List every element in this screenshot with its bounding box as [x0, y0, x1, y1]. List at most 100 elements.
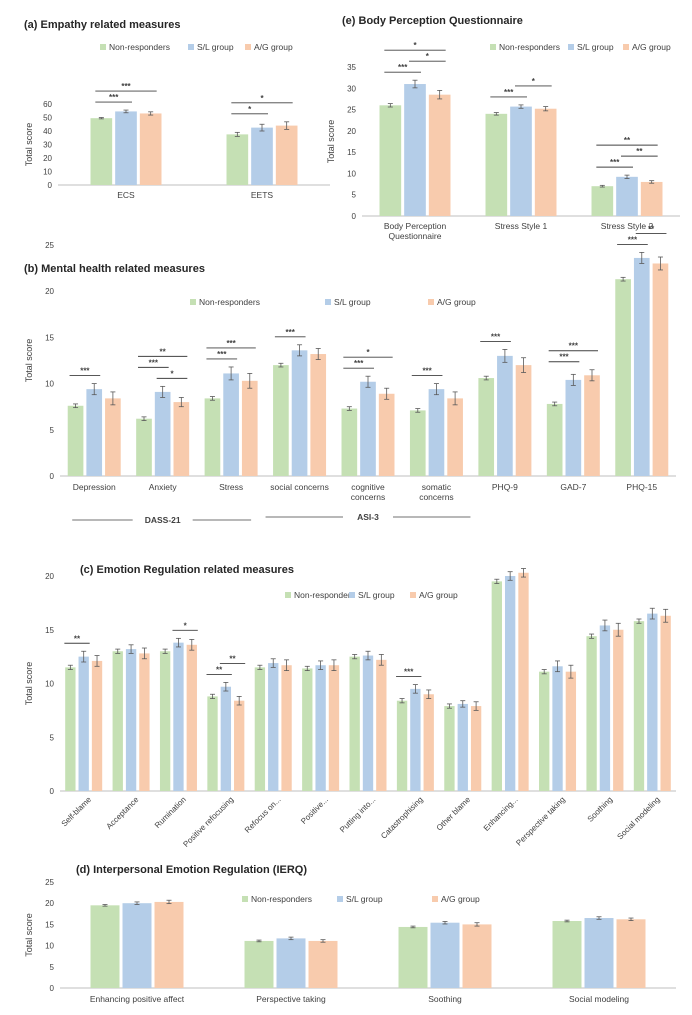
bar	[462, 924, 492, 988]
label-line: Body Perception	[384, 221, 447, 231]
legend-label: Non-responders	[499, 42, 560, 52]
bar	[660, 615, 671, 791]
bar	[112, 651, 123, 791]
bar	[396, 700, 408, 791]
chart-c: (c) Emotion Regulation related measures T…	[24, 564, 676, 849]
x-tick-label: ECS	[117, 190, 135, 200]
x-tick-label: Body Perception Questionnaire	[384, 221, 447, 241]
x-tick-label: PHQ-15	[626, 482, 657, 492]
bar	[139, 113, 162, 185]
x-tick-label: Enhancing positive affect	[90, 994, 185, 1004]
bar	[244, 940, 274, 988]
bar	[159, 651, 171, 791]
bar	[281, 665, 292, 791]
y-tick-label: 40	[43, 127, 52, 136]
bar	[186, 644, 197, 791]
legend-swatch	[285, 592, 291, 598]
y-tick-label: 25	[45, 241, 54, 250]
x-tick-label: Stress Style 2	[601, 221, 654, 231]
chart-title: (c) Emotion Regulation related measures	[80, 564, 294, 576]
x-tick-label: PHQ-9	[492, 482, 518, 492]
bar	[565, 379, 582, 476]
bar	[173, 642, 184, 791]
significance-label: **	[636, 147, 643, 156]
x-tick-label: Putting into...	[338, 795, 377, 834]
x-tick-label: Perspective taking	[514, 795, 567, 848]
chart-title: (a) Empathy related measures	[24, 19, 181, 31]
legend-label: Non-responders	[251, 894, 312, 904]
significance-label: ***	[226, 339, 236, 348]
y-tick-label: 15	[45, 626, 54, 635]
legend-swatch	[410, 592, 416, 598]
bar	[115, 111, 137, 185]
bar	[360, 381, 376, 476]
bar	[308, 940, 338, 988]
group-label: ASI-3	[357, 512, 379, 522]
legend-label: S/L group	[334, 297, 371, 307]
y-tick-label: 50	[43, 114, 52, 123]
legend-label: Non-responders	[109, 42, 170, 52]
significance-label: **	[229, 654, 236, 663]
x-tick-label: Positive...	[299, 795, 330, 826]
y-tick-label: 10	[45, 380, 54, 389]
bar	[518, 572, 529, 791]
y-tick-label: 10	[43, 168, 52, 177]
legend-swatch	[490, 44, 496, 50]
y-tick-label: 20	[45, 899, 54, 908]
y-tick-label: 0	[50, 984, 55, 993]
y-axis-label: Total score	[24, 123, 34, 167]
x-tick-label: Other blame	[435, 795, 473, 833]
chart-title: (e) Body Perception Questionnaire	[342, 15, 523, 27]
bar	[428, 94, 451, 216]
bar	[90, 118, 113, 185]
chart-a: (a) Empathy related measures Total score 0…	[24, 19, 330, 200]
y-tick-label: 10	[45, 942, 54, 951]
y-tick-label: 5	[352, 191, 357, 200]
bar	[616, 176, 638, 216]
bar	[457, 703, 468, 791]
bar	[315, 665, 326, 791]
significance-label: ***	[286, 328, 296, 337]
y-tick-label: 20	[347, 127, 356, 136]
bar	[615, 279, 631, 476]
significance-label: ***	[398, 63, 408, 72]
y-tick-label: 15	[347, 148, 356, 157]
x-tick-label: Perspective taking	[256, 994, 326, 1004]
chart-title: (d) Interpersonal Emotion Regulation (IE…	[76, 864, 307, 876]
legend-swatch	[337, 896, 343, 902]
x-tick-label: Soothing	[428, 994, 462, 1004]
bar	[67, 405, 84, 476]
chart-e: (e) Body Perception Questionnaire Total s…	[326, 15, 680, 241]
legend-swatch	[568, 44, 574, 50]
significance-label: *	[184, 621, 188, 630]
x-tick-label: Social modeling	[615, 795, 661, 841]
bar	[251, 127, 273, 185]
bar	[647, 613, 658, 791]
bar	[362, 655, 374, 791]
x-tick-label: Anxiety	[149, 482, 178, 492]
legend-label: Non-responders	[294, 590, 355, 600]
legend-swatch	[188, 44, 194, 50]
legend-swatch	[623, 44, 629, 50]
bar	[207, 696, 218, 791]
bar	[470, 706, 482, 791]
bar	[552, 921, 582, 988]
significance-label: ***	[504, 88, 514, 97]
bar	[65, 667, 76, 791]
legend-swatch	[190, 299, 196, 305]
label-line: somatic	[422, 482, 452, 492]
chart-b: (b) Mental health related measures Total …	[24, 224, 676, 525]
y-tick-label: 5	[50, 426, 55, 435]
significance-label: *	[532, 77, 536, 86]
bar	[376, 659, 387, 791]
y-tick-label: 25	[347, 106, 356, 115]
bar	[226, 134, 249, 185]
significance-label: ***	[109, 93, 119, 102]
y-tick-label: 30	[43, 141, 52, 150]
significance-label: *	[366, 348, 370, 357]
significance-label: *	[170, 369, 174, 378]
bar	[276, 938, 306, 988]
x-tick-label: Acceptance	[105, 795, 141, 831]
y-tick-label: 0	[48, 181, 53, 190]
